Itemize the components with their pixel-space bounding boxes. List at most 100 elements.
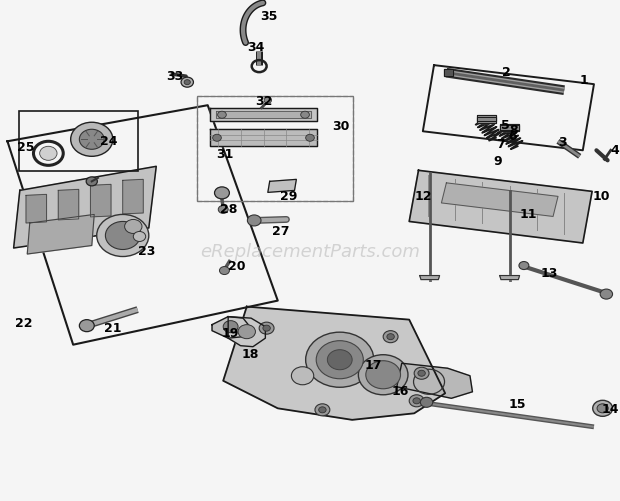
Polygon shape: [441, 183, 558, 216]
Polygon shape: [397, 363, 472, 398]
Polygon shape: [212, 317, 251, 338]
Polygon shape: [210, 108, 317, 121]
Text: 32: 32: [255, 95, 273, 108]
Circle shape: [71, 122, 113, 156]
Text: 5: 5: [501, 119, 510, 132]
Text: 21: 21: [104, 322, 122, 335]
Circle shape: [383, 331, 398, 343]
Circle shape: [306, 332, 374, 387]
Circle shape: [593, 400, 613, 416]
Circle shape: [97, 214, 149, 257]
Polygon shape: [223, 307, 445, 420]
Circle shape: [301, 111, 309, 118]
Circle shape: [259, 322, 274, 334]
Text: 18: 18: [242, 348, 259, 361]
Circle shape: [306, 134, 314, 141]
Text: 22: 22: [16, 317, 33, 330]
Circle shape: [247, 215, 261, 226]
Circle shape: [519, 262, 529, 270]
Text: 27: 27: [272, 225, 289, 238]
Polygon shape: [477, 115, 496, 121]
Text: 34: 34: [247, 41, 264, 54]
Polygon shape: [477, 117, 496, 123]
Text: 17: 17: [365, 359, 382, 372]
Circle shape: [86, 177, 97, 186]
Text: 20: 20: [228, 260, 246, 273]
Polygon shape: [91, 184, 111, 217]
Circle shape: [387, 334, 394, 340]
Polygon shape: [26, 194, 46, 223]
Circle shape: [40, 146, 57, 160]
Bar: [197, 96, 353, 201]
Polygon shape: [123, 179, 143, 214]
Text: 29: 29: [280, 190, 298, 203]
Text: 1: 1: [580, 74, 588, 87]
Polygon shape: [420, 276, 440, 280]
Text: 4: 4: [611, 144, 619, 157]
Circle shape: [420, 397, 433, 407]
Text: 6: 6: [508, 130, 517, 143]
Text: 15: 15: [508, 398, 526, 411]
Polygon shape: [210, 129, 317, 146]
Circle shape: [79, 320, 94, 332]
Circle shape: [79, 129, 104, 149]
Circle shape: [409, 395, 424, 407]
Circle shape: [125, 219, 142, 233]
Text: 13: 13: [541, 267, 558, 280]
Text: 16: 16: [392, 385, 409, 398]
Circle shape: [358, 355, 408, 395]
Text: 28: 28: [220, 203, 237, 216]
Text: 2: 2: [502, 66, 511, 79]
Circle shape: [327, 350, 352, 370]
Polygon shape: [268, 179, 296, 192]
Circle shape: [291, 367, 314, 385]
Circle shape: [413, 398, 420, 404]
Circle shape: [597, 404, 608, 413]
Polygon shape: [444, 69, 453, 76]
Text: 33: 33: [166, 70, 184, 83]
Circle shape: [238, 325, 255, 339]
Text: 23: 23: [138, 245, 155, 258]
Circle shape: [213, 134, 221, 141]
Circle shape: [414, 367, 429, 379]
Polygon shape: [58, 189, 79, 220]
Polygon shape: [500, 276, 520, 280]
Text: 31: 31: [216, 148, 233, 161]
Polygon shape: [500, 124, 519, 130]
Circle shape: [418, 370, 425, 376]
Circle shape: [219, 267, 229, 275]
Circle shape: [223, 321, 238, 333]
Text: 24: 24: [100, 135, 118, 148]
Circle shape: [181, 77, 193, 87]
Circle shape: [315, 404, 330, 416]
Circle shape: [105, 221, 140, 249]
Text: 35: 35: [260, 10, 278, 23]
Polygon shape: [500, 125, 519, 131]
Text: 10: 10: [592, 190, 609, 203]
Circle shape: [264, 97, 272, 103]
Text: 9: 9: [493, 155, 502, 168]
Circle shape: [218, 205, 228, 213]
Circle shape: [133, 231, 146, 241]
Circle shape: [218, 111, 226, 118]
Circle shape: [184, 80, 190, 85]
Circle shape: [263, 325, 270, 331]
Bar: [19, 111, 138, 171]
Polygon shape: [228, 317, 265, 347]
Text: 7: 7: [496, 138, 505, 151]
Circle shape: [366, 361, 401, 389]
Text: 8: 8: [510, 124, 518, 137]
Circle shape: [215, 187, 229, 199]
Circle shape: [319, 407, 326, 413]
Polygon shape: [216, 111, 311, 118]
Polygon shape: [27, 214, 94, 254]
Text: eReplacementParts.com: eReplacementParts.com: [200, 242, 420, 261]
Polygon shape: [409, 170, 592, 243]
Text: 30: 30: [332, 120, 349, 133]
Text: 12: 12: [414, 190, 432, 203]
Text: 14: 14: [601, 403, 619, 416]
Text: 19: 19: [222, 327, 239, 340]
Text: 3: 3: [558, 136, 567, 149]
Text: 11: 11: [520, 208, 537, 221]
Circle shape: [600, 289, 613, 299]
